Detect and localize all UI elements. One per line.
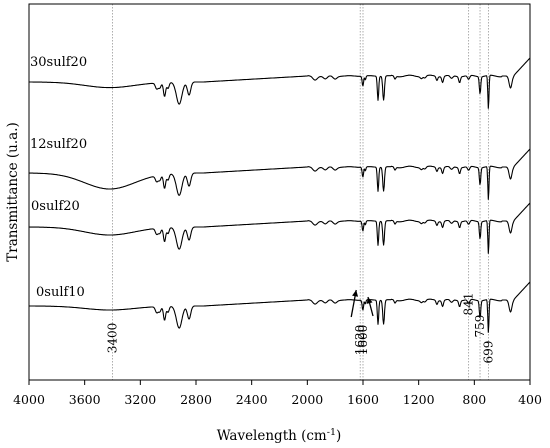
spectrum-line: [29, 202, 531, 254]
x-tick-label: 1200: [403, 392, 435, 407]
x-tick-label: 400: [518, 392, 542, 407]
x-tick-label: 1600: [347, 392, 379, 407]
spectrum-line: [29, 148, 531, 200]
x-axis-label-main: Wavelength (cm: [217, 428, 327, 444]
plot-frame: [28, 3, 531, 381]
series-label: 0sulf20: [31, 199, 80, 214]
annotation-arrowhead: [352, 290, 359, 297]
x-tick-label: 2800: [180, 392, 212, 407]
reference-lines: [112, 4, 489, 380]
annotation-label: 3400: [106, 323, 120, 354]
spectrum-line: [29, 57, 531, 109]
x-tick-label: 2000: [291, 392, 323, 407]
y-axis-label: Transmittance (u.a.): [5, 122, 21, 262]
x-axis-label: Wavelength (cm-1): [217, 427, 342, 444]
series-labels: 30sulf20 12sulf20 0sulf20 0sulf10: [30, 55, 87, 300]
annotation-label: 759: [473, 315, 487, 338]
annotation-label: 841: [462, 293, 476, 316]
spectrum-line: [29, 281, 531, 333]
annotation-arrowhead: [366, 297, 373, 304]
annotation-label: 699: [481, 341, 495, 364]
series-label: 30sulf20: [30, 55, 87, 70]
x-axis-label-close: ): [336, 428, 341, 444]
x-tick-label: 3600: [69, 392, 101, 407]
series-label: 0sulf10: [36, 285, 85, 300]
x-tick-label: 2400: [236, 392, 268, 407]
series-label: 12sulf20: [30, 137, 87, 152]
x-tick-label: 800: [462, 392, 486, 407]
annotation-label: 1620: [353, 325, 367, 356]
x-axis-label-exp: -1: [327, 427, 336, 438]
annotation-label: 1600: [356, 325, 370, 356]
x-ticks: 4000 3600 3200 2800 2400 2000 1600 1200 800 400: [13, 380, 542, 407]
spectra: [29, 57, 531, 333]
x-tick-label: 3200: [124, 392, 156, 407]
x-tick-label: 4000: [13, 392, 45, 407]
